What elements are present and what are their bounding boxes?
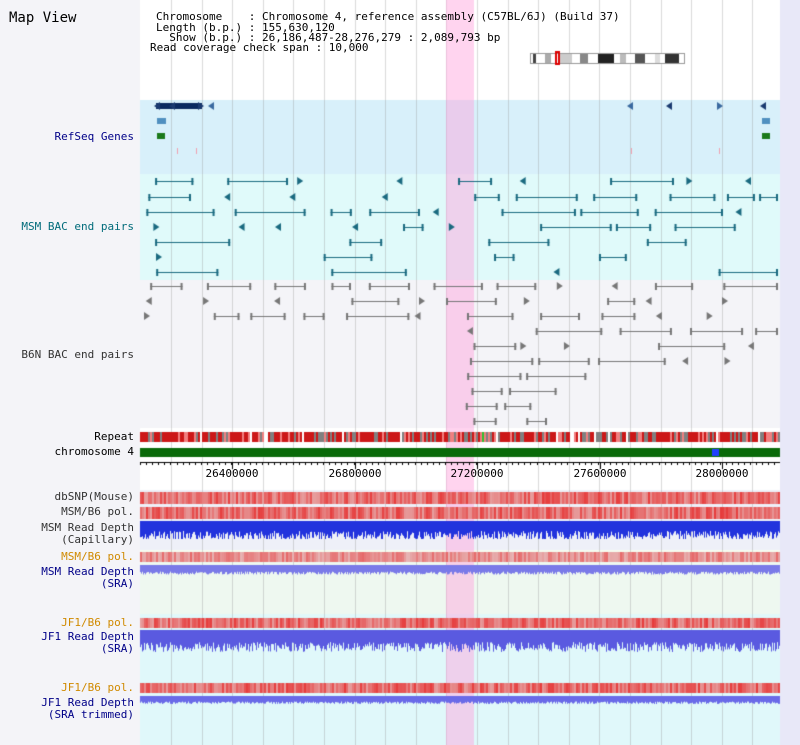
track-label-msm-b6-pol-sra[interactable]: MSM/B6 pol. bbox=[61, 550, 134, 563]
track-label-msm-depth-capillary[interactable]: MSM Read Depth bbox=[41, 521, 134, 534]
track-label-jf1-depth[interactable]: JF1 Read Depth bbox=[41, 630, 134, 643]
axis-tick-label: 28000000 bbox=[695, 467, 749, 480]
track-label-jf1-b6-pol[interactable]: JF1/B6 pol. bbox=[61, 616, 134, 629]
track-label-repeat: Repeat bbox=[94, 430, 134, 443]
page-title: Map View bbox=[9, 10, 77, 26]
track-label-msm-depth-sra[interactable]: MSM Read Depth bbox=[41, 565, 134, 578]
track-label-jf1-depth-sub: (SRA) bbox=[100, 642, 134, 655]
info-coverage-span: Read coverage check span : 10,000 bbox=[150, 41, 369, 54]
track-label-msm-depth-sra-sub: (SRA) bbox=[100, 577, 134, 590]
info-show-range: Show (b.p.) : 26,186,487-28,276,279 : 2,… bbox=[156, 31, 501, 44]
track-label-refseq-genes[interactable]: RefSeq Genes bbox=[54, 130, 134, 143]
track-label-msm-bac[interactable]: MSM BAC end pairs bbox=[21, 220, 134, 233]
track-label-jf1-depth-trim[interactable]: JF1 Read Depth bbox=[41, 696, 134, 709]
axis-tick-label: 27200000 bbox=[450, 467, 504, 480]
axis-tick-label: 27600000 bbox=[573, 467, 627, 480]
track-label-msm-b6-pol[interactable]: MSM/B6 pol. bbox=[61, 505, 134, 518]
track-label-jf1-depth-trim-sub: (SRA trimmed) bbox=[47, 708, 134, 721]
track-label-msm-depth-capillary-sub: (Capillary) bbox=[61, 533, 134, 546]
track-label-chromosome: chromosome 4 bbox=[54, 445, 134, 458]
info-length: Length (b.p.) : 155,630,120 bbox=[156, 21, 335, 34]
track-label-b6n-bac[interactable]: B6N BAC end pairs bbox=[21, 348, 134, 361]
axis-tick-label: 26800000 bbox=[328, 467, 382, 480]
track-label-jf1-b6-pol-trim[interactable]: JF1/B6 pol. bbox=[61, 681, 134, 694]
axis-tick-label: 26400000 bbox=[205, 467, 259, 480]
info-chromosome: Chromosome : Chromosome 4, reference ass… bbox=[156, 10, 620, 23]
track-label-dbsnp[interactable]: dbSNP(Mouse) bbox=[54, 490, 134, 503]
